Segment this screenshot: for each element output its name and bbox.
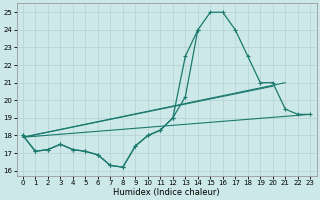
X-axis label: Humidex (Indice chaleur): Humidex (Indice chaleur) (113, 188, 220, 197)
